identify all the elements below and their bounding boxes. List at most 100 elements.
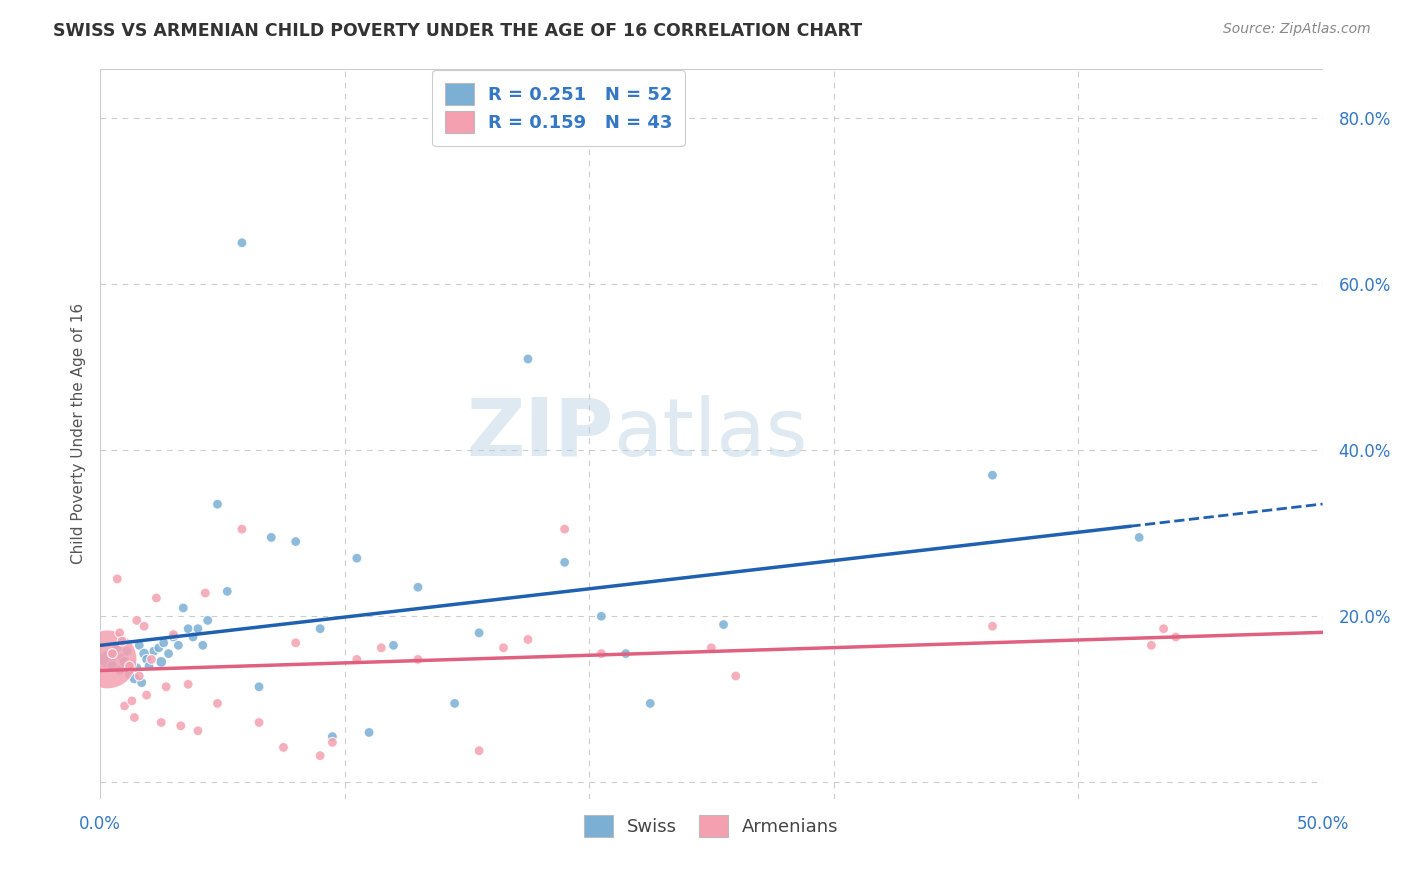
Point	[145, 591, 167, 605]
Point	[346, 551, 368, 566]
Point	[111, 650, 134, 665]
Text: SWISS VS ARMENIAN CHILD POVERTY UNDER THE AGE OF 16 CORRELATION CHART: SWISS VS ARMENIAN CHILD POVERTY UNDER TH…	[53, 22, 862, 40]
Point	[125, 661, 148, 675]
Point	[1153, 622, 1175, 636]
Y-axis label: Child Poverty Under the Age of 16: Child Poverty Under the Age of 16	[72, 303, 86, 565]
Point	[346, 652, 368, 666]
Point	[121, 694, 143, 708]
Point	[321, 730, 343, 744]
Point	[96, 652, 118, 666]
Point	[124, 672, 146, 686]
Point	[231, 235, 253, 250]
Point	[157, 647, 180, 661]
Point	[181, 630, 204, 644]
Point	[104, 647, 127, 661]
Point	[135, 652, 157, 666]
Point	[406, 580, 429, 594]
Point	[148, 640, 170, 655]
Point	[197, 614, 219, 628]
Point	[111, 634, 134, 648]
Point	[135, 688, 157, 702]
Point	[981, 619, 1004, 633]
Point	[108, 625, 131, 640]
Point	[207, 697, 229, 711]
Point	[105, 640, 128, 655]
Point	[118, 659, 141, 673]
Point	[713, 617, 735, 632]
Point	[152, 636, 174, 650]
Point	[1164, 630, 1187, 644]
Point	[517, 632, 540, 647]
Point	[191, 638, 214, 652]
Point	[309, 622, 332, 636]
Point	[700, 640, 723, 655]
Point	[150, 715, 173, 730]
Point	[194, 586, 217, 600]
Point	[128, 638, 150, 652]
Point	[131, 675, 153, 690]
Point	[128, 669, 150, 683]
Point	[155, 680, 177, 694]
Point	[101, 659, 124, 673]
Text: Source: ZipAtlas.com: Source: ZipAtlas.com	[1223, 22, 1371, 37]
Point	[118, 667, 141, 681]
Point	[1140, 638, 1163, 652]
Point	[468, 625, 491, 640]
Point	[162, 627, 184, 641]
Point	[177, 622, 200, 636]
Point	[114, 655, 136, 669]
Point	[231, 522, 253, 536]
Point	[614, 647, 637, 661]
Point	[273, 740, 295, 755]
Point	[170, 719, 193, 733]
Point	[187, 723, 209, 738]
Point	[284, 636, 307, 650]
Text: ZIP: ZIP	[467, 394, 613, 473]
Point	[1128, 530, 1150, 544]
Point	[150, 655, 173, 669]
Point	[284, 534, 307, 549]
Point	[247, 680, 270, 694]
Point	[468, 744, 491, 758]
Point	[638, 697, 661, 711]
Text: atlas: atlas	[613, 394, 808, 473]
Point	[591, 609, 613, 624]
Point	[134, 619, 156, 633]
Point	[321, 735, 343, 749]
Point	[443, 697, 465, 711]
Point	[217, 584, 239, 599]
Point	[554, 522, 576, 536]
Point	[591, 647, 613, 661]
Point	[370, 640, 392, 655]
Point	[492, 640, 515, 655]
Point	[177, 677, 200, 691]
Point	[108, 663, 131, 677]
Point	[141, 652, 163, 666]
Point	[724, 669, 747, 683]
Point	[125, 614, 148, 628]
Point	[114, 698, 136, 713]
Point	[382, 638, 405, 652]
Point	[207, 497, 229, 511]
Point	[172, 601, 194, 615]
Point	[138, 659, 160, 673]
Point	[357, 725, 380, 739]
Point	[517, 351, 540, 366]
Point	[162, 630, 184, 644]
Point	[96, 652, 118, 666]
Point	[124, 710, 146, 724]
Point	[554, 555, 576, 569]
Point	[981, 468, 1004, 483]
Point	[260, 530, 283, 544]
Point	[167, 638, 190, 652]
Point	[105, 572, 128, 586]
Legend: Swiss, Armenians: Swiss, Armenians	[576, 808, 846, 845]
Point	[101, 647, 124, 661]
Point	[142, 644, 165, 658]
Point	[406, 652, 429, 666]
Point	[247, 715, 270, 730]
Point	[115, 644, 138, 658]
Point	[309, 748, 332, 763]
Point	[134, 647, 156, 661]
Point	[121, 657, 143, 672]
